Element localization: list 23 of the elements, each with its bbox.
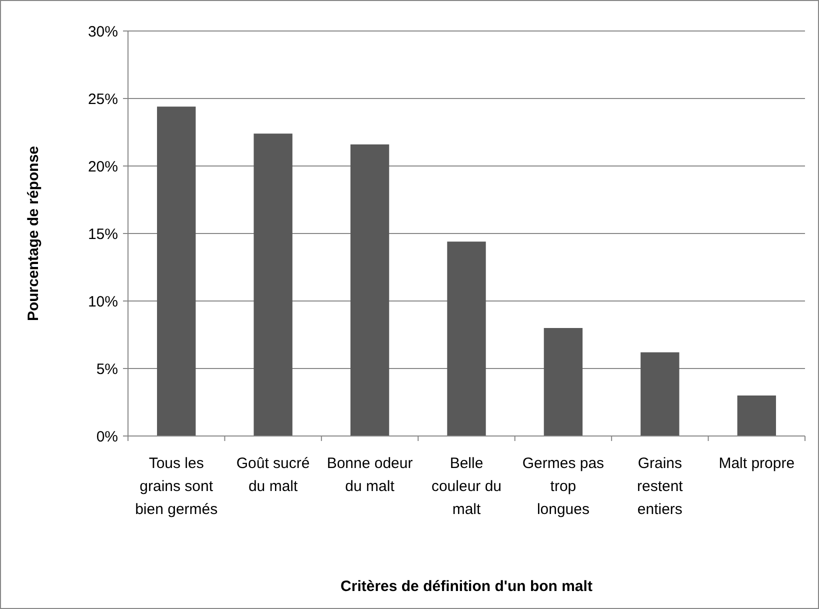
y-axis-title: Pourcentage de réponse bbox=[25, 146, 42, 322]
bar bbox=[447, 242, 486, 436]
bar bbox=[640, 352, 680, 436]
bar bbox=[737, 396, 776, 436]
x-tick-label: Bonne odeur du malt bbox=[326, 455, 413, 495]
y-tick-label: 30% bbox=[88, 23, 118, 40]
bar bbox=[350, 144, 390, 436]
y-tick-label: 20% bbox=[88, 158, 118, 176]
y-tick-label: 25% bbox=[88, 90, 118, 108]
bar bbox=[254, 134, 292, 436]
x-tick-label: Goût sucré du malt bbox=[236, 455, 310, 495]
bar bbox=[544, 328, 583, 436]
y-tick-label: 15% bbox=[88, 226, 118, 243]
x-tick-label: Germes pas trop longues bbox=[522, 455, 604, 518]
x-tick-label: Belle couleur du malt bbox=[431, 455, 502, 518]
bar bbox=[157, 106, 196, 436]
x-tick-label: Tous les grains sont bien germés bbox=[135, 455, 218, 518]
y-tick-label: 0% bbox=[96, 428, 118, 446]
y-tick-label: 5% bbox=[96, 360, 118, 378]
x-tick-label: Malt propre bbox=[718, 455, 795, 472]
x-axis-title: Critères de définition d'un bon malt bbox=[340, 578, 592, 595]
x-tick-label: Grains restent entiers bbox=[637, 455, 684, 518]
y-tick-label: 10% bbox=[88, 293, 118, 310]
